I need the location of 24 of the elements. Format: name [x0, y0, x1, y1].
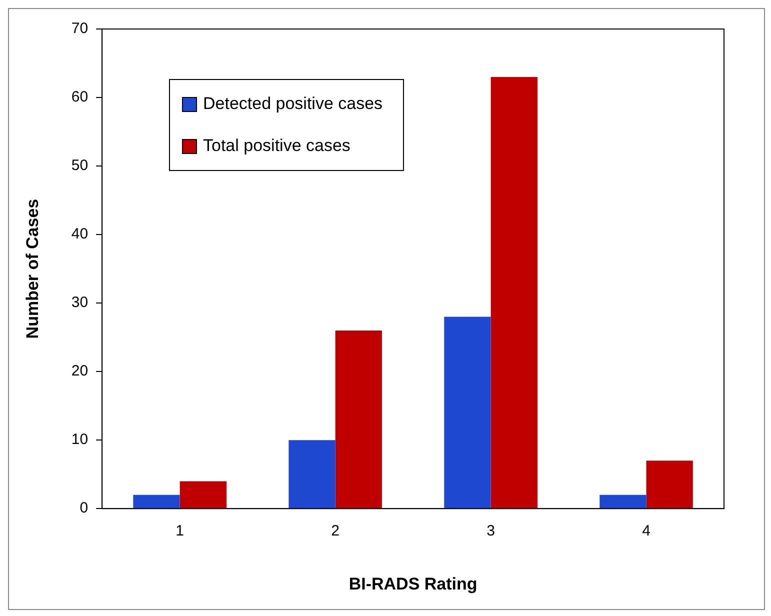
legend-label: Detected positive cases [203, 94, 383, 114]
bar [646, 460, 693, 508]
y-tick-label: 40 [71, 226, 88, 243]
y-axis-title: Number of Cases [22, 198, 42, 339]
y-tick-label: 50 [71, 157, 88, 174]
bar [288, 440, 336, 508]
bar [444, 316, 491, 508]
y-tick-label: 30 [71, 294, 88, 312]
y-tick-label: 20 [71, 362, 88, 380]
x-tick-label: 3 [486, 522, 495, 540]
y-tick-label: 0 [80, 500, 88, 517]
bar [490, 76, 538, 508]
x-tick-label: 1 [176, 522, 184, 540]
y-tick-label: 70 [71, 20, 88, 38]
bar [133, 494, 180, 508]
y-tick-label: 60 [71, 88, 88, 106]
bar [335, 330, 382, 508]
bar [600, 494, 646, 508]
y-tick-label: 10 [71, 431, 88, 448]
legend-label: Total positive cases [203, 136, 350, 156]
x-tick-label: 4 [642, 522, 650, 540]
x-tick-label: 2 [331, 522, 340, 540]
x-axis-title: BI-RADS Rating [348, 574, 478, 594]
bar [180, 481, 226, 508]
